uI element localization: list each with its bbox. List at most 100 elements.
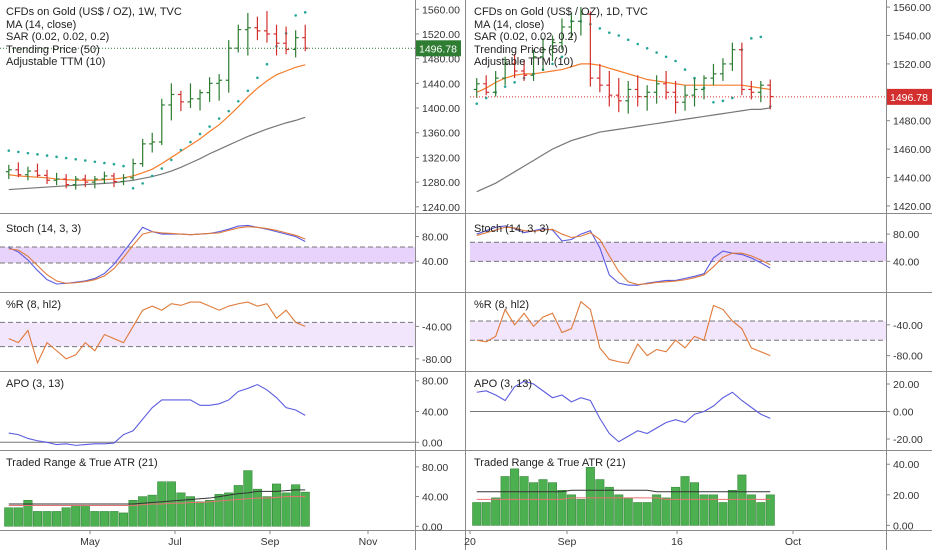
- right-tr-legend[interactable]: Traded Range & True ATR (21): [474, 457, 626, 469]
- right-sar-dot: [712, 100, 715, 104]
- right-traded-range-bar: [765, 494, 775, 526]
- right-traded-range-bar: [529, 482, 539, 526]
- right-atr-line: [476, 489, 771, 493]
- left-traded-range-bar: [90, 511, 100, 527]
- left-legend-ttm[interactable]: Adjustable TTM (10): [6, 56, 106, 68]
- right-sar-dot: [626, 38, 630, 42]
- right-legend-ma[interactable]: MA (14, close): [474, 18, 545, 31]
- right-legend-title[interactable]: CFDs on Gold (US$ / OZ), 1D, TVC: [474, 6, 649, 18]
- right-range-ma-line: [476, 497, 771, 500]
- right-legend-sar[interactable]: SAR (0.02, 0.02, 0.2): [474, 31, 578, 43]
- left-traded-range-bar: [281, 492, 291, 527]
- left-traded-range-bar: [224, 492, 234, 527]
- left-sar-dot: [36, 153, 39, 156]
- right-traded-range-bar: [718, 502, 728, 526]
- right-traded-range-bar: [576, 499, 586, 526]
- right-traded-range-bar: [727, 489, 737, 526]
- left-ttm-line: [8, 116, 306, 191]
- right-traded-range-bar: [614, 494, 624, 526]
- right-time-axis-label: 20: [464, 536, 476, 548]
- right-stoch-tick-label: 40.00: [893, 256, 919, 268]
- left-apo-line-0: [8, 383, 306, 446]
- left-traded-range-bar: [138, 496, 148, 527]
- left-traded-range-bar: [272, 483, 282, 527]
- right-ttm-line: [476, 107, 771, 193]
- right-stoch-band: [470, 242, 886, 262]
- right-traded-range-bar: [481, 502, 491, 526]
- left-legend-sar[interactable]: SAR (0.02, 0.02, 0.2): [6, 31, 110, 43]
- right-sar-dot: [683, 68, 687, 71]
- left-tr-legend[interactable]: Traded Range & True ATR (21): [6, 457, 158, 469]
- left-apo-legend[interactable]: APO (3, 13): [6, 378, 65, 390]
- left-price-legend: CFDs on Gold (US$ / OZ), 1W, TVC MA (14,…: [6, 6, 182, 69]
- left-traded-range-bar: [4, 507, 14, 527]
- left-sar-dot: [265, 62, 269, 66]
- right-wr-line-0: [476, 300, 771, 364]
- left-apo-tick-label: 0.00: [422, 437, 443, 449]
- left-price-tag-label: 1496.78: [419, 43, 457, 55]
- left-sar-dot: [17, 150, 20, 154]
- left-wr-tick-label: -80.00: [422, 354, 452, 366]
- left-time-axis-label: Nov: [359, 536, 378, 548]
- left-traded-range-bar: [300, 491, 310, 527]
- left-time-axis-label: May: [80, 536, 101, 548]
- left-traded-range-bar: [32, 511, 42, 527]
- right-wr-legend[interactable]: %R (8, hl2): [474, 299, 530, 311]
- left-price-tick-label: 1520.00: [422, 29, 460, 41]
- right-traded-range-bar: [661, 497, 671, 526]
- right-apo-legend[interactable]: APO (3, 13): [474, 378, 533, 390]
- right-legend-trending[interactable]: Trending Price (50): [474, 43, 568, 56]
- left-traded-range-bar: [176, 492, 186, 527]
- right-traded-range-bar: [737, 474, 747, 526]
- left-legend-title[interactable]: CFDs on Gold (US$ / OZ), 1W, TVC: [6, 6, 182, 18]
- left-traded-range-bar: [195, 501, 205, 527]
- left-stoch-line-1: [8, 226, 306, 284]
- right-stoch-line-0: [476, 225, 771, 286]
- right-traded-range-bar: [652, 494, 662, 526]
- left-sar-dot: [160, 167, 164, 170]
- right-wr-tick-label: -80.00: [893, 351, 923, 363]
- right-time-axis-label: Oct: [785, 536, 801, 548]
- right-ma-line: [476, 63, 771, 93]
- left-traded-range-bar: [185, 496, 195, 527]
- left-sar-dot: [217, 117, 221, 120]
- left-price-tick-label: 1360.00: [422, 128, 460, 140]
- left-sar-dot: [179, 148, 183, 152]
- left-wr-legend[interactable]: %R (8, hl2): [6, 299, 62, 311]
- left-sar-dot: [198, 132, 202, 136]
- left-stoch-tick-label: 40.00: [422, 256, 448, 268]
- right-traded-range-bar: [538, 479, 548, 526]
- left-traded-range-bar: [52, 511, 62, 527]
- left-stoch-legend[interactable]: Stoch (14, 3, 3): [6, 223, 82, 235]
- left-price-tick-label: 1240.00: [422, 202, 460, 214]
- left-legend-trending[interactable]: Trending Price (50): [6, 43, 100, 56]
- left-sar-dot: [208, 125, 211, 128]
- left-traded-range-bar: [99, 511, 109, 527]
- right-price-tick-label: 1560.00: [893, 2, 931, 14]
- left-traded-range-bar: [205, 500, 215, 527]
- right-apo-tick-label: 20.00: [893, 379, 919, 391]
- right-sar-dot: [475, 102, 479, 105]
- left-sar-dot: [294, 14, 297, 17]
- left-price-tick-label: 1560.00: [422, 4, 460, 16]
- right-legend-ttm[interactable]: Adjustable TTM (10): [474, 56, 574, 68]
- right-traded-range-bar: [519, 476, 529, 526]
- right-wr-band: [470, 320, 886, 341]
- left-sar-dot: [45, 154, 49, 157]
- left-traded-range-bar: [23, 500, 33, 527]
- right-stoch-legend[interactable]: Stoch (14, 3, 3): [474, 223, 550, 235]
- left-traded-range-bar: [214, 494, 224, 527]
- right-tr-tick-label: 0.00: [893, 520, 914, 532]
- left-traded-range-bar: [252, 488, 262, 527]
- left-legend-ma[interactable]: MA (14, close): [6, 18, 77, 31]
- right-sar-dot: [560, 55, 564, 59]
- right-traded-range-bar: [557, 489, 567, 526]
- left-sar-dot: [303, 11, 307, 14]
- right-sar-dot: [598, 27, 602, 30]
- right-traded-range-bar: [671, 486, 681, 526]
- right-traded-range-bar: [690, 482, 699, 526]
- right-traded-range-bar: [604, 486, 614, 526]
- left-traded-range-bar: [166, 481, 176, 527]
- left-sar-dot: [26, 151, 30, 155]
- left-stoch-tick-label: 80.00: [422, 232, 448, 244]
